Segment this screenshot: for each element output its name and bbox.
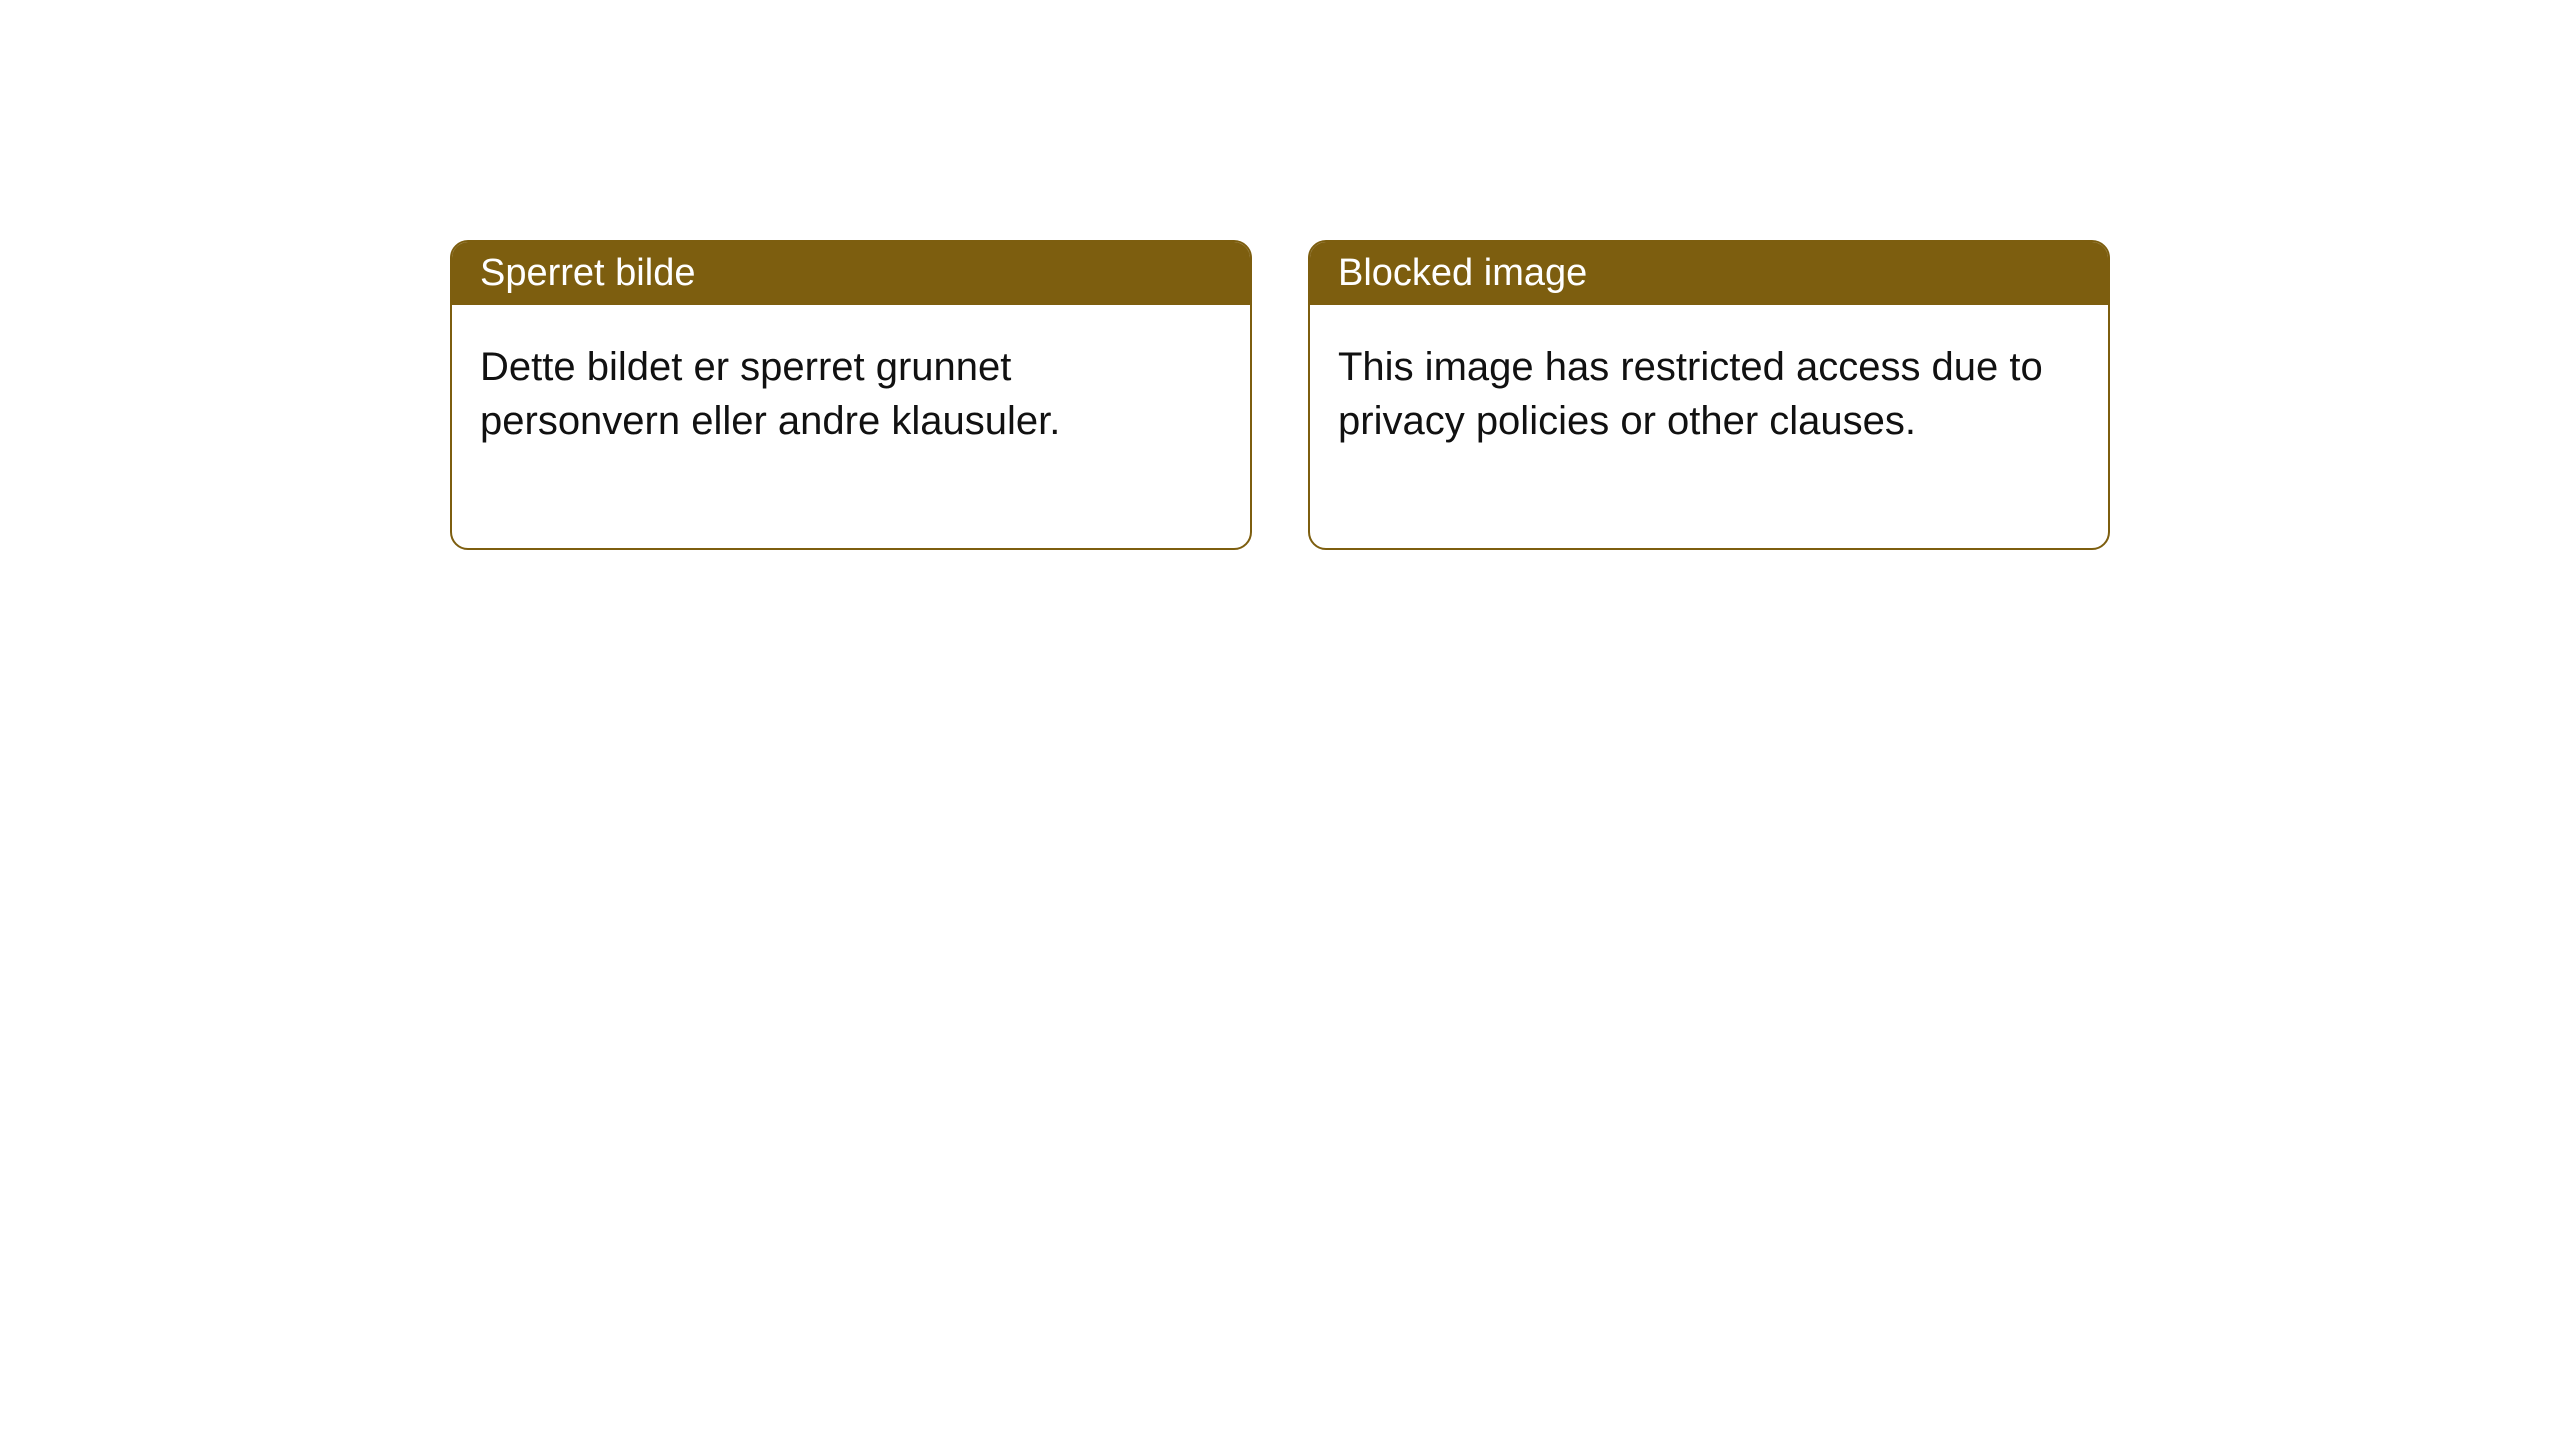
notice-card-english: Blocked image This image has restricted … xyxy=(1308,240,2110,550)
notice-card-norwegian: Sperret bilde Dette bildet er sperret gr… xyxy=(450,240,1252,550)
card-title-english: Blocked image xyxy=(1310,242,2108,305)
card-body-english: This image has restricted access due to … xyxy=(1310,305,2108,548)
cards-container: Sperret bilde Dette bildet er sperret gr… xyxy=(450,240,2110,550)
card-title-norwegian: Sperret bilde xyxy=(452,242,1250,305)
card-body-norwegian: Dette bildet er sperret grunnet personve… xyxy=(452,305,1250,548)
